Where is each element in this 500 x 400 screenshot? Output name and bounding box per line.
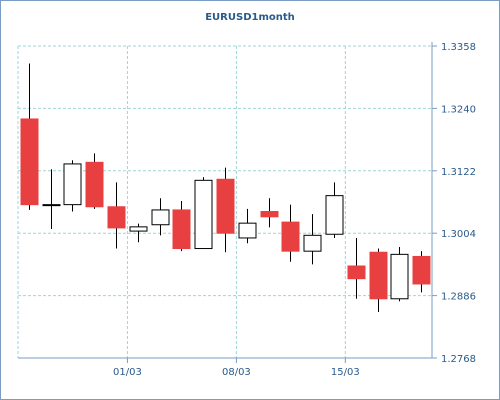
candle-body — [172, 209, 191, 250]
candle-body — [129, 226, 148, 232]
candle-body — [260, 211, 279, 218]
x-tick-label: 08/03 — [222, 367, 251, 378]
chart-title: EURUSD1month — [205, 12, 295, 23]
y-tick-label: 1.3358 — [441, 42, 476, 53]
candle-body — [20, 118, 39, 206]
candle-up — [42, 169, 61, 229]
candle-body — [42, 204, 61, 207]
candle-down — [260, 198, 279, 228]
tick-label-layer: 1.3358 1.3240 1.3122 1.3004 1.2886 1.2768 01/0… — [113, 42, 476, 378]
candle-up — [194, 177, 213, 250]
y-tick-label: 1.3122 — [441, 167, 476, 178]
candle-body — [151, 209, 170, 226]
y-tick-label: 1.2886 — [441, 292, 476, 303]
candle-body — [281, 221, 300, 252]
candle-body — [194, 179, 213, 250]
grid-layer — [17, 45, 432, 358]
candle-down — [172, 200, 191, 252]
candle-body — [85, 161, 104, 208]
candle-body — [325, 195, 344, 235]
candle-down — [281, 204, 300, 262]
x-tick-label: 15/03 — [331, 367, 360, 378]
candle-up — [129, 223, 148, 243]
candle-layer — [20, 63, 431, 312]
y-tick-label: 1.3240 — [441, 104, 476, 115]
candle-up — [390, 246, 409, 302]
x-tick-label: 01/03 — [113, 367, 142, 378]
candle-body — [303, 234, 322, 252]
candle-body — [390, 253, 409, 300]
candle-up — [151, 198, 170, 236]
candle-down — [412, 251, 431, 293]
candle-up — [303, 214, 322, 265]
y-tick-label: 1.3004 — [441, 229, 476, 240]
candle-down — [369, 248, 388, 312]
candle-down — [85, 153, 104, 209]
candle-down — [107, 182, 126, 249]
candle-body — [63, 163, 82, 206]
candle-body — [412, 255, 431, 285]
candle-body — [369, 251, 388, 300]
axis-layer — [18, 42, 437, 363]
candle-body — [238, 222, 257, 239]
candle-up — [325, 182, 344, 238]
candle-up — [238, 208, 257, 244]
candle-down — [20, 63, 39, 210]
candle-down — [347, 237, 366, 299]
candle-down — [216, 167, 235, 253]
candle-up — [63, 160, 82, 212]
candle-body — [347, 265, 366, 280]
y-tick-label: 1.2768 — [441, 354, 476, 365]
candle-body — [107, 206, 126, 229]
candle-body — [216, 178, 235, 234]
